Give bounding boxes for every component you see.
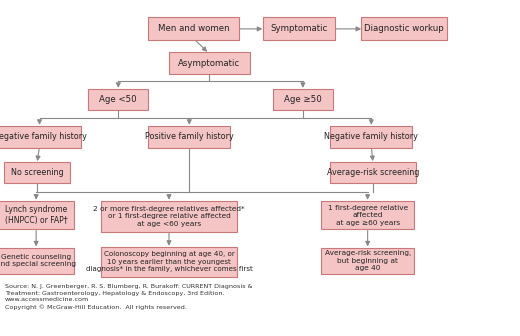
FancyBboxPatch shape (321, 248, 414, 274)
FancyBboxPatch shape (0, 248, 74, 274)
Text: Negative family history: Negative family history (0, 132, 86, 141)
FancyBboxPatch shape (4, 162, 70, 183)
FancyBboxPatch shape (321, 201, 414, 229)
FancyBboxPatch shape (330, 162, 416, 183)
FancyBboxPatch shape (101, 201, 237, 232)
Text: Average-risk screening: Average-risk screening (327, 168, 419, 177)
FancyBboxPatch shape (88, 89, 148, 110)
FancyBboxPatch shape (148, 126, 230, 148)
Text: Lynch syndrome
(HNPCC) or FAP†: Lynch syndrome (HNPCC) or FAP† (5, 205, 68, 225)
Text: Asymptomatic: Asymptomatic (178, 58, 240, 68)
FancyBboxPatch shape (101, 247, 237, 277)
FancyBboxPatch shape (263, 17, 335, 40)
Text: Genetic counseling
and special screening: Genetic counseling and special screening (0, 254, 76, 267)
Text: Source: N. J. Greenberger, R. S. Blumberg, R. Burakoff: CURRENT Diagnosis &
Trea: Source: N. J. Greenberger, R. S. Blumber… (5, 284, 253, 309)
Text: Symptomatic: Symptomatic (270, 25, 328, 33)
Text: Positive family history: Positive family history (145, 132, 233, 141)
Text: Men and women: Men and women (158, 25, 229, 33)
Text: 2 or more first-degree relatives affected*
or 1 first-degree relative affected
a: 2 or more first-degree relatives affecte… (93, 206, 245, 227)
FancyBboxPatch shape (330, 126, 412, 148)
Text: Colonoscopy beginning at age 40, or
10 years earlier than the youngest
diagnosis: Colonoscopy beginning at age 40, or 10 y… (86, 251, 252, 272)
Text: Average-risk screening,
but beginning at
age 40: Average-risk screening, but beginning at… (324, 250, 411, 271)
Text: Diagnostic workup: Diagnostic workup (365, 25, 444, 33)
Text: No screening: No screening (10, 168, 63, 177)
FancyBboxPatch shape (273, 89, 333, 110)
FancyBboxPatch shape (361, 17, 447, 40)
Text: 1 first-degree relative
affected
at age ≥60 years: 1 first-degree relative affected at age … (328, 205, 408, 226)
FancyBboxPatch shape (0, 126, 81, 148)
Text: Age ≥50: Age ≥50 (284, 95, 322, 104)
Text: Age <50: Age <50 (99, 95, 137, 104)
Text: Negative family history: Negative family history (324, 132, 418, 141)
FancyBboxPatch shape (0, 201, 74, 229)
FancyBboxPatch shape (169, 52, 250, 74)
FancyBboxPatch shape (148, 17, 239, 40)
